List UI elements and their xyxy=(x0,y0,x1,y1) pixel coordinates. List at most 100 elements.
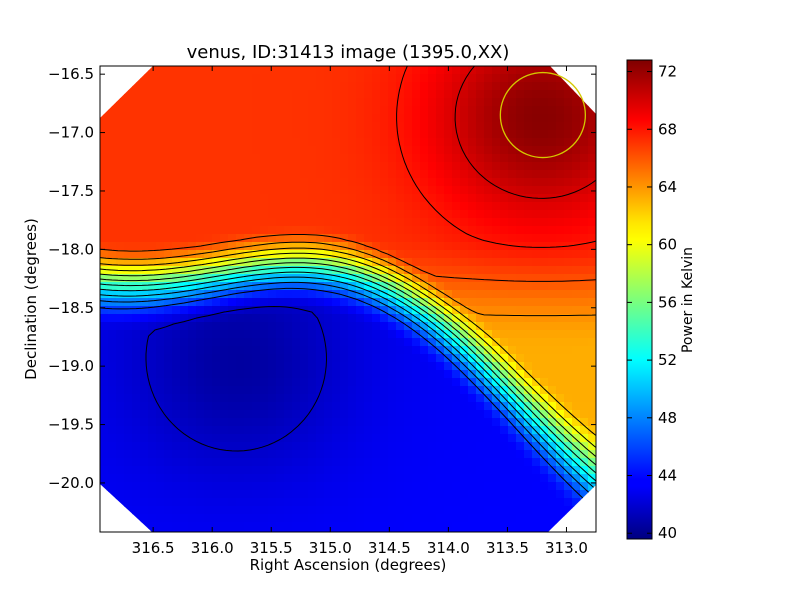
heat-cell xyxy=(196,266,205,275)
heat-cell xyxy=(356,378,365,387)
heat-cell xyxy=(588,186,596,195)
heat-cell xyxy=(212,274,221,283)
heat-cell xyxy=(316,410,325,419)
heat-cell xyxy=(524,370,533,379)
heat-cell xyxy=(316,234,325,243)
heat-cell xyxy=(556,394,565,403)
heat-cell xyxy=(468,282,477,291)
heat-cell xyxy=(468,426,477,435)
heat-cell xyxy=(156,370,165,379)
heat-cell xyxy=(396,442,405,451)
heat-cell xyxy=(364,178,373,187)
heat-cell xyxy=(220,202,229,211)
heat-cell xyxy=(332,514,341,523)
heat-cell xyxy=(452,266,461,275)
heat-cell xyxy=(284,322,293,331)
x-tick-label: 314.0 xyxy=(427,539,470,557)
heat-cell xyxy=(476,242,485,251)
heat-cell xyxy=(348,530,357,532)
heat-cell xyxy=(108,522,117,531)
heat-cell xyxy=(500,306,509,315)
heat-cell xyxy=(372,314,381,323)
heat-cell xyxy=(244,330,253,339)
heat-cell xyxy=(380,530,389,532)
heat-cell xyxy=(452,458,461,467)
heat-cell xyxy=(260,202,269,211)
heat-cell xyxy=(364,530,373,532)
heat-cell xyxy=(172,82,181,91)
heat-cell xyxy=(556,402,565,411)
heat-cell xyxy=(148,418,157,427)
heat-cell xyxy=(580,298,589,307)
heat-cell xyxy=(444,274,453,283)
heat-cell xyxy=(340,106,349,115)
heat-cell xyxy=(468,522,477,531)
heat-cell xyxy=(420,498,429,507)
heat-cell xyxy=(196,410,205,419)
heat-cell xyxy=(212,322,221,331)
heat-cell xyxy=(476,490,485,499)
heat-cell xyxy=(124,170,133,179)
heat-cell xyxy=(116,66,125,75)
heat-cell xyxy=(348,522,357,531)
heat-cell xyxy=(100,250,109,259)
heat-cell xyxy=(188,514,197,523)
heat-cell xyxy=(556,346,565,355)
heat-cell xyxy=(324,346,333,355)
heat-cell xyxy=(348,154,357,163)
heat-cell xyxy=(500,234,509,243)
heat-cell xyxy=(572,506,581,515)
heat-cell xyxy=(572,346,581,355)
heat-cell xyxy=(252,498,261,507)
heat-cell xyxy=(100,170,109,179)
heat-cell xyxy=(516,458,525,467)
heat-cell xyxy=(572,178,581,187)
heat-cell xyxy=(212,82,221,91)
heat-cell xyxy=(172,338,181,347)
heat-cell xyxy=(492,466,501,475)
heat-cell xyxy=(444,242,453,251)
heat-cell xyxy=(500,282,509,291)
heat-cell xyxy=(460,258,469,267)
heat-cell xyxy=(116,306,125,315)
heat-cell xyxy=(332,194,341,203)
heat-cell xyxy=(140,186,149,195)
heat-cell xyxy=(500,106,509,115)
heat-cell xyxy=(340,506,349,515)
heat-cell xyxy=(332,98,341,107)
heat-cell xyxy=(468,242,477,251)
heat-cell xyxy=(116,354,125,363)
heat-cell xyxy=(268,490,277,499)
heat-cell xyxy=(156,482,165,491)
heat-cell xyxy=(332,162,341,171)
heat-cell xyxy=(132,98,141,107)
heat-cell xyxy=(108,282,117,291)
heat-cell xyxy=(196,322,205,331)
heat-cell xyxy=(244,114,253,123)
heat-cell xyxy=(420,530,429,532)
heat-cell xyxy=(212,442,221,451)
heat-cell xyxy=(284,434,293,443)
heat-cell xyxy=(268,178,277,187)
heat-cell xyxy=(468,514,477,523)
heat-cell xyxy=(468,234,477,243)
heat-cell xyxy=(228,330,237,339)
heat-cell xyxy=(244,98,253,107)
heat-cell xyxy=(260,258,269,267)
heat-cell xyxy=(220,114,229,123)
heat-cell xyxy=(276,450,285,459)
heat-cell xyxy=(396,426,405,435)
heat-cell xyxy=(356,226,365,235)
heat-cell xyxy=(180,202,189,211)
heat-cell xyxy=(484,514,493,523)
heat-cell xyxy=(324,178,333,187)
heat-cell xyxy=(188,330,197,339)
heat-cell xyxy=(476,338,485,347)
heat-cell xyxy=(324,354,333,363)
heat-cell xyxy=(396,202,405,211)
heat-cell xyxy=(420,322,429,331)
heat-cell xyxy=(116,490,125,499)
heat-cell xyxy=(172,402,181,411)
heat-cell xyxy=(148,98,157,107)
heat-cell xyxy=(156,178,165,187)
